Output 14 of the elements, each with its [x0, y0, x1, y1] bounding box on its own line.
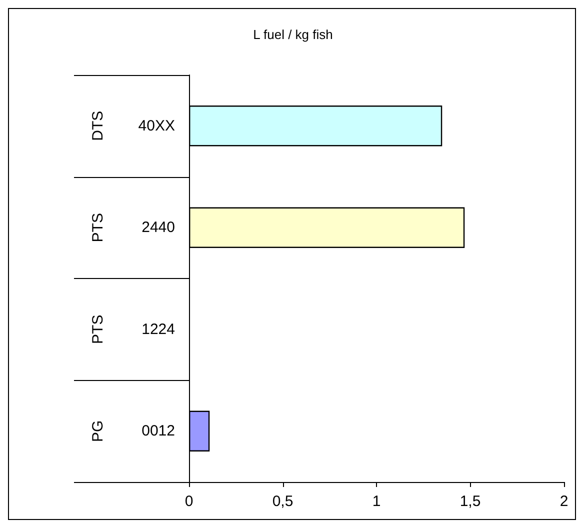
x-tick-label: 1,5	[460, 493, 481, 510]
x-tick-label: 2	[560, 493, 568, 510]
text: PG	[90, 420, 106, 442]
chart-title: L fuel / kg fish	[253, 27, 333, 42]
y-tick-label: 1224	[142, 320, 175, 338]
y-tick-label: 2440	[142, 219, 175, 236]
x-tick-label: 1	[372, 493, 381, 510]
text: DTS	[90, 110, 106, 141]
text: PTS	[90, 314, 106, 344]
x-tick-label: 0	[184, 493, 194, 510]
y-tick-label: 0012	[142, 422, 175, 440]
text: PTS	[90, 213, 106, 242]
x-tick-label: 0,5	[272, 493, 294, 510]
y-tick-label: 40XX	[138, 117, 175, 134]
